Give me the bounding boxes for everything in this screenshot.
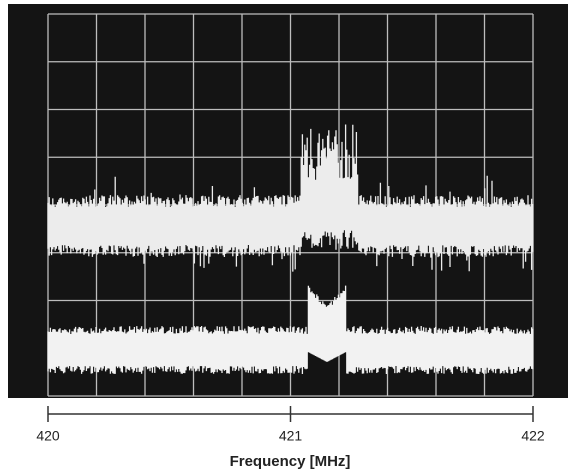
x-tick-label: 422 [521,428,545,444]
trace-upper [47,124,534,272]
trace-lower [47,285,534,374]
traces [47,124,534,374]
x-tick-label: 420 [36,428,60,444]
x-axis-label: Frequency [MHz] [230,453,351,470]
x-tick-label: 421 [279,428,303,444]
